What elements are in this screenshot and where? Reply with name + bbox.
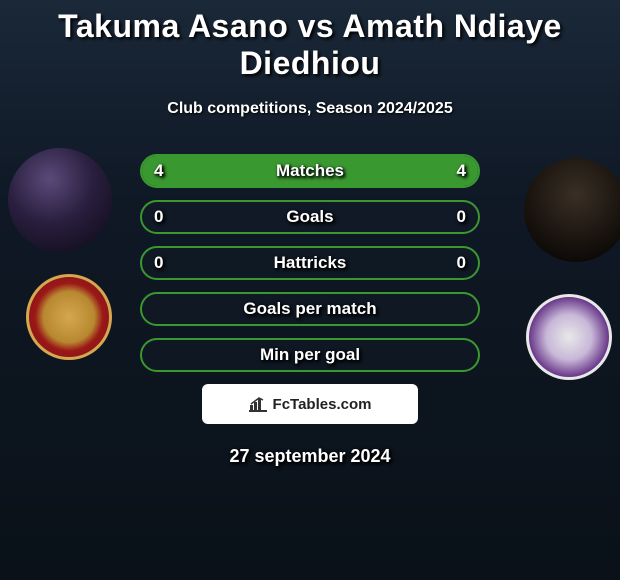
- bar-value-left: 0: [154, 253, 163, 273]
- stat-bar: 4 Matches 4: [140, 154, 480, 188]
- stat-bar: Min per goal: [140, 338, 480, 372]
- club-right-logo: [526, 294, 612, 380]
- bar-label: Goals per match: [243, 299, 376, 319]
- bar-label: Matches: [276, 161, 344, 181]
- bar-value-right: 0: [457, 253, 466, 273]
- bar-label: Goals: [286, 207, 333, 227]
- bar-label: Hattricks: [274, 253, 347, 273]
- player-right-photo: [524, 158, 620, 262]
- bar-value-left: 4: [154, 161, 163, 181]
- page-title: Takuma Asano vs Amath Ndiaye Diedhiou: [0, 0, 620, 82]
- club-left-logo: [26, 274, 112, 360]
- bar-value-right: 4: [457, 161, 466, 181]
- chart-icon: [249, 396, 267, 412]
- bar-label: Min per goal: [260, 345, 360, 365]
- stat-bar: 0 Hattricks 0: [140, 246, 480, 280]
- stat-bars: 4 Matches 4 0 Goals 0 0 Hattricks 0 Goals per mat…: [140, 148, 480, 372]
- page-subtitle: Club competitions, Season 2024/2025: [0, 100, 620, 118]
- bar-value-left: 0: [154, 207, 163, 227]
- brand-box[interactable]: FcTables.com: [202, 384, 418, 424]
- comparison-grid: 4 Matches 4 0 Goals 0 0 Hattricks 0 Goals per mat…: [0, 148, 620, 372]
- infographic-date: 27 september 2024: [0, 446, 620, 467]
- brand-text: FcTables.com: [273, 396, 372, 413]
- stat-bar: 0 Goals 0: [140, 200, 480, 234]
- stat-bar: Goals per match: [140, 292, 480, 326]
- player-left-photo: [8, 148, 112, 252]
- bar-value-right: 0: [457, 207, 466, 227]
